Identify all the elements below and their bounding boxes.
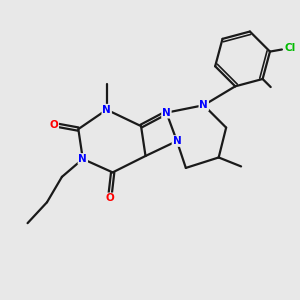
Text: Cl: Cl — [284, 43, 296, 53]
Text: N: N — [172, 136, 181, 146]
Text: O: O — [105, 194, 114, 203]
Text: N: N — [102, 105, 111, 115]
Text: N: N — [78, 154, 87, 164]
Text: N: N — [200, 100, 208, 110]
Text: O: O — [50, 120, 58, 130]
Text: N: N — [162, 108, 171, 118]
